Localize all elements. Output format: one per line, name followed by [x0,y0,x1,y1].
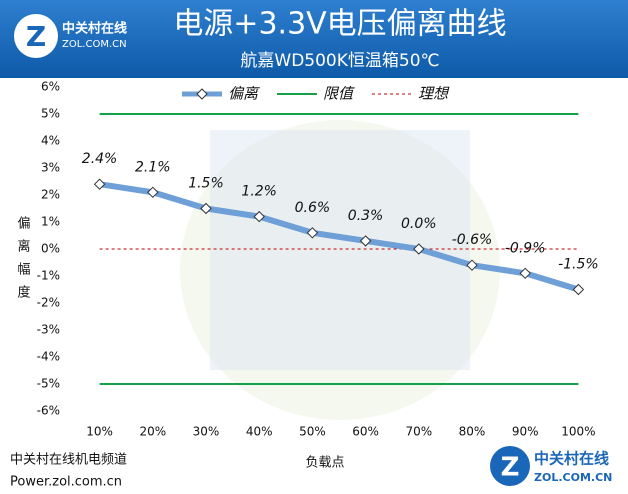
x-tick-label: 90% [512,425,539,439]
point-marker [572,283,585,296]
y-tick-label: -4% [37,350,60,364]
chart-title: 电源+3.3V电压偏离曲线 [173,7,506,42]
data-label: -0.9% [505,240,546,256]
footer-url: Power.zol.com.cn [10,475,122,490]
logo-mark [14,14,58,58]
point-marker [413,243,425,255]
logo-url: ZOL.COM.CN [62,39,127,50]
y-tick-label: -3% [37,323,60,337]
y-axis-label: 偏离幅度 [15,216,31,308]
x-tick-label: 10% [86,425,113,439]
point-marker [466,259,478,271]
y-tick-label: -6% [37,404,60,418]
logo-mark [490,446,530,486]
x-tick-label: 80% [459,425,486,439]
x-tick-label: 100% [561,425,595,439]
y-tick-label: 0% [41,242,60,256]
point-marker [519,267,531,280]
y-tick-label: -2% [37,296,60,310]
logo-letter: Z [501,453,520,483]
x-axis-label: 负载点 [305,456,344,471]
point-marker [253,210,265,223]
data-label: 0.3% [348,208,384,224]
point-marker [147,186,159,199]
x-tick-label: 50% [299,425,326,439]
x-tick-label: 70% [405,425,432,439]
point-marker [200,202,212,215]
data-label: -0.6% [452,232,493,248]
data-label: 0.6% [295,200,331,216]
y-tick-label: 4% [41,134,60,148]
logo-url: ZOL.COM.CN [534,471,612,484]
data-label: 1.5% [188,176,224,192]
data-label: 1.2% [241,184,277,200]
y-tick-label: 3% [41,161,60,175]
legend-label: 偏离 [228,85,260,103]
x-tick-label: 40% [246,425,273,439]
series-line [99,181,580,293]
watermark [210,130,470,370]
point-marker [359,235,372,247]
logo-name: 中关村在线 [62,21,127,37]
chart-subtitle: 航嘉WD500K恒温箱50℃ [240,51,439,71]
x-tick-label: 60% [352,425,379,439]
data-label: 2.1% [135,159,171,175]
y-tick-label: 6% [41,80,60,94]
x-tick-label: 30% [193,425,220,439]
legend-label: 限值 [323,85,355,103]
y-tick-label: 2% [41,188,60,202]
y-tick-label: 1% [41,215,60,229]
data-label: 0.0% [401,216,437,232]
y-tick-label: -1% [37,269,60,283]
header-banner [0,0,628,78]
data-label: -1.5% [558,257,599,273]
footer-channel: 中关村在线机电频道 [10,453,127,468]
legend-label: 理想 [418,85,450,103]
logo-letter: Z [26,20,46,53]
data-label: 2.4% [82,151,118,167]
y-tick-label: 5% [41,107,60,121]
point-marker [306,227,319,239]
logo-name: 中关村在线 [534,450,609,468]
x-tick-label: 20% [139,425,166,439]
point-marker [93,178,106,190]
legend-marker [196,88,208,100]
y-tick-label: -5% [37,377,60,391]
